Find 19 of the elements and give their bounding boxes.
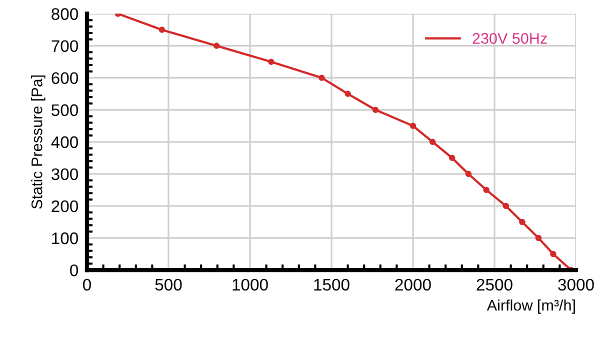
y-axis-title: Static Pressure [Pa] <box>31 75 46 209</box>
x-tick-label: 1500 <box>314 278 350 291</box>
x-tick-label: 2000 <box>395 278 431 291</box>
y-tick-label: 400 <box>51 136 78 148</box>
x-tick-label: 1000 <box>232 278 268 291</box>
y-tick-label: 200 <box>52 200 78 212</box>
y-tick-label: 600 <box>52 72 78 84</box>
x-tick-label: 500 <box>155 278 182 291</box>
y-tick-label: 0 <box>70 264 78 276</box>
y-tick-label: 700 <box>52 40 78 52</box>
x-tick-label: 3000 <box>558 278 594 291</box>
x-tick-label: 2500 <box>476 278 512 291</box>
x-axis-title: Airflow [m³/h] <box>486 299 575 314</box>
y-tick-label: 800 <box>52 8 78 20</box>
y-tick-label: 500 <box>52 104 78 116</box>
legend-label: 230V 50Hz <box>472 33 547 44</box>
x-tick-label: 0 <box>83 278 91 291</box>
y-tick-label: 100 <box>52 232 78 244</box>
y-tick-label: 300 <box>51 168 78 180</box>
